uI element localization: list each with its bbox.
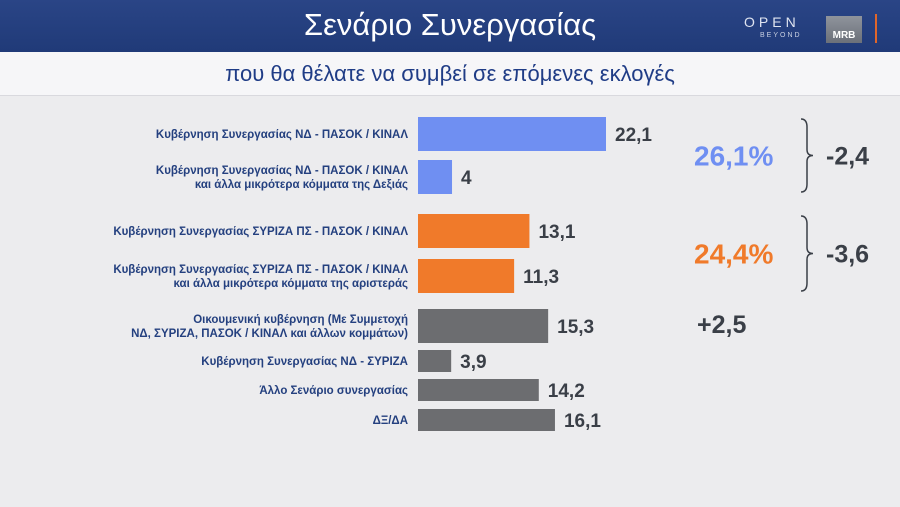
group-total-1: 24,4%: [694, 239, 773, 270]
category-label-5-0: Κυβέρνηση Συνεργασίας ΝΔ - ΣΥΡΙΖΑ: [201, 356, 408, 368]
category-label-1-1: και άλλα μικρότερα κόμματα της Δεξιάς: [195, 179, 408, 191]
open-beyond-tagline: BEYOND: [760, 32, 802, 39]
value-label-1: 4: [461, 168, 472, 189]
bar-0: [418, 117, 606, 151]
value-label-5: 3,9: [460, 352, 486, 373]
group-change-1: -3,6: [826, 241, 869, 269]
category-label-4-0: Οικουμενική κυβέρνηση (Με Συμμετοχή: [193, 314, 408, 326]
group-brace-1: [800, 215, 814, 292]
category-label-1-0: Κυβέρνηση Συνεργασίας ΝΔ - ΠΑΣΟΚ / ΚΙΝΑΛ: [156, 165, 408, 177]
bar-1: [418, 160, 453, 194]
value-label-2: 13,1: [538, 222, 575, 243]
bar-4: [418, 309, 549, 343]
category-label-3-0: Κυβέρνηση Συνεργασίας ΣΥΡΙΖΑ ΠΣ - ΠΑΣΟΚ …: [113, 264, 408, 276]
group-total-0: 26,1%: [694, 141, 773, 172]
category-label-3-1: και άλλα μικρότερα κόμματα της αριστεράς: [173, 278, 408, 290]
chart-subtitle: που θα θέλατε να συμβεί σε επόμενες εκλο…: [225, 61, 675, 86]
group-change-0: -2,4: [826, 143, 869, 171]
mrb-logo-text: MRB: [832, 30, 856, 41]
category-label-7-0: ΔΞ/ΔΑ: [373, 415, 408, 427]
value-label-0: 22,1: [615, 125, 652, 146]
bar-3: [418, 259, 515, 293]
value-label-4: 15,3: [557, 317, 594, 338]
group-brace-0: [800, 118, 814, 193]
row-change-0: +2,5: [697, 311, 746, 339]
bar-7: [418, 409, 555, 431]
subtitle-band: που θα θέλατε να συμβεί σε επόμενες εκλο…: [0, 52, 900, 96]
header-bar: Σενάριο Συνεργασίας OPEN BEYOND MRB: [0, 0, 900, 52]
category-label-4-1: ΝΔ, ΣΥΡΙΖΑ, ΠΑΣΟΚ / ΚΙΝΑΛ και άλλων κομμ…: [131, 328, 408, 340]
logo-divider: [875, 14, 877, 43]
mrb-logo: MRB: [826, 16, 862, 43]
bar-6: [418, 379, 539, 401]
page-title: Σενάριο Συνεργασίας: [303, 7, 597, 42]
category-label-6-0: Άλλο Σενάριο συνεργασίας: [259, 385, 408, 397]
value-label-7: 16,1: [564, 411, 601, 432]
value-label-3: 11,3: [523, 267, 559, 288]
open-beyond-logo: OPEN: [744, 14, 800, 30]
bar-5: [418, 350, 452, 372]
value-label-6: 14,2: [548, 381, 585, 402]
category-label-2-0: Κυβέρνηση Συνεργασίας ΣΥΡΙΖΑ ΠΣ - ΠΑΣΟΚ …: [113, 226, 408, 238]
category-label-0-0: Κυβέρνηση Συνεργασίας ΝΔ - ΠΑΣΟΚ / ΚΙΝΑΛ: [156, 129, 408, 141]
bar-2: [418, 214, 530, 248]
